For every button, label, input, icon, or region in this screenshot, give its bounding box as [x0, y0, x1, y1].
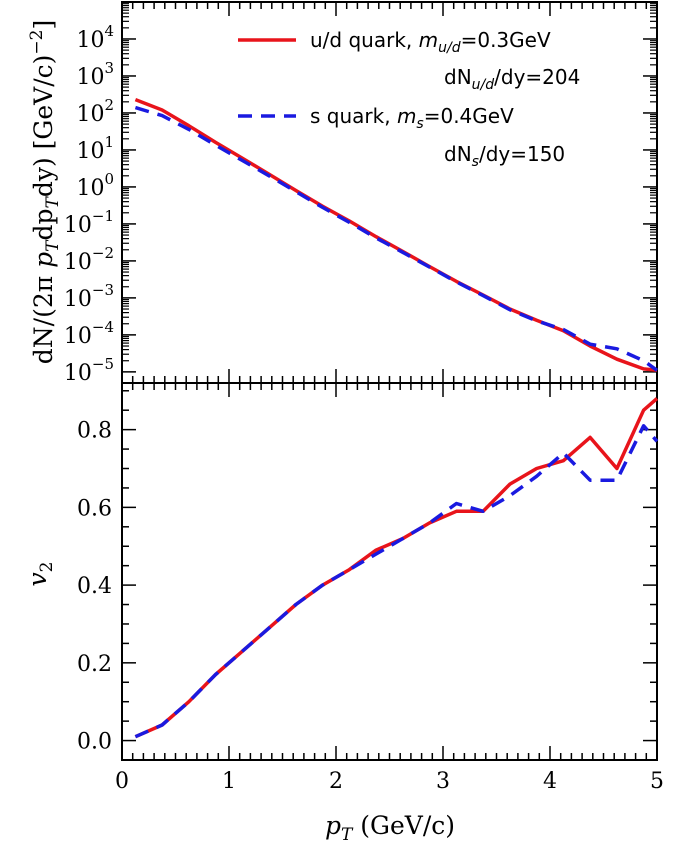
top-y-tick-label: 103	[76, 59, 114, 90]
top-panel-frame	[121, 1, 658, 384]
bottom-y-tick-label: 0.4	[77, 574, 112, 599]
top-panel-series	[134, 97, 659, 373]
legend: u/d quark, mu/d=0.3GeV dNu/d/dy=204 s qu…	[238, 28, 580, 170]
top-y-tick-label: 100	[76, 170, 114, 201]
bottom-panel-frame	[121, 382, 658, 761]
bottom-y-tick-label: 0.0	[77, 730, 112, 755]
top-y-tick-label: 10−3	[64, 281, 114, 312]
x-axis-title: pT (GeV/c)	[325, 811, 455, 845]
bottom-y-tick-label: 0.8	[77, 419, 112, 444]
x-tick-label: 1	[222, 769, 236, 794]
bottom-y-tick-label: 0.6	[77, 496, 112, 521]
legend-dndy-s: dNs/dy=150	[444, 142, 565, 170]
bottom-panel-series	[134, 397, 659, 739]
top-y-tick-label: 102	[76, 96, 114, 127]
top-y-tick-label: 10−5	[64, 355, 114, 386]
bottom-y-tick-label: 0.2	[77, 652, 112, 677]
legend-label-s: s quark, ms=0.4GeV	[310, 104, 514, 132]
legend-label-ud: u/d quark, mu/d=0.3GeV	[310, 28, 551, 56]
x-tick-label: 0	[115, 769, 129, 794]
spectrum-series-s-quark	[134, 105, 659, 372]
top-y-tick-label: 101	[76, 133, 114, 164]
top-panel-ticks: 10−5 10−4 10−3 10−2 10−1 100 101 102 103 104	[64, 2, 658, 386]
v2-series-s-quark	[134, 424, 659, 739]
x-tick-label: 3	[436, 769, 450, 794]
top-y-tick-label: 10−2	[64, 244, 114, 275]
legend-dndy-ud: dNu/d/dy=204	[444, 65, 580, 93]
bottom-y-axis-title: v2	[23, 562, 57, 587]
top-y-tick-label: 104	[76, 22, 114, 53]
top-y-tick-label: 10−1	[64, 207, 114, 238]
x-tick-label: 5	[650, 769, 664, 794]
x-tick-label: 4	[543, 769, 557, 794]
spectrum-series-u-d-quark	[134, 97, 658, 373]
x-tick-label: 2	[329, 769, 343, 794]
top-y-axis-title: dN/(2π pTdpTdy) [GeV/c)−2]	[27, 20, 63, 364]
top-y-tick-label: 10−4	[64, 318, 114, 349]
v2-series-u-d-quark	[134, 397, 659, 739]
bottom-panel-ticks: 0 1 2 3 4 5 0.0 0.2 0.4 0.6 0.8	[77, 383, 664, 794]
